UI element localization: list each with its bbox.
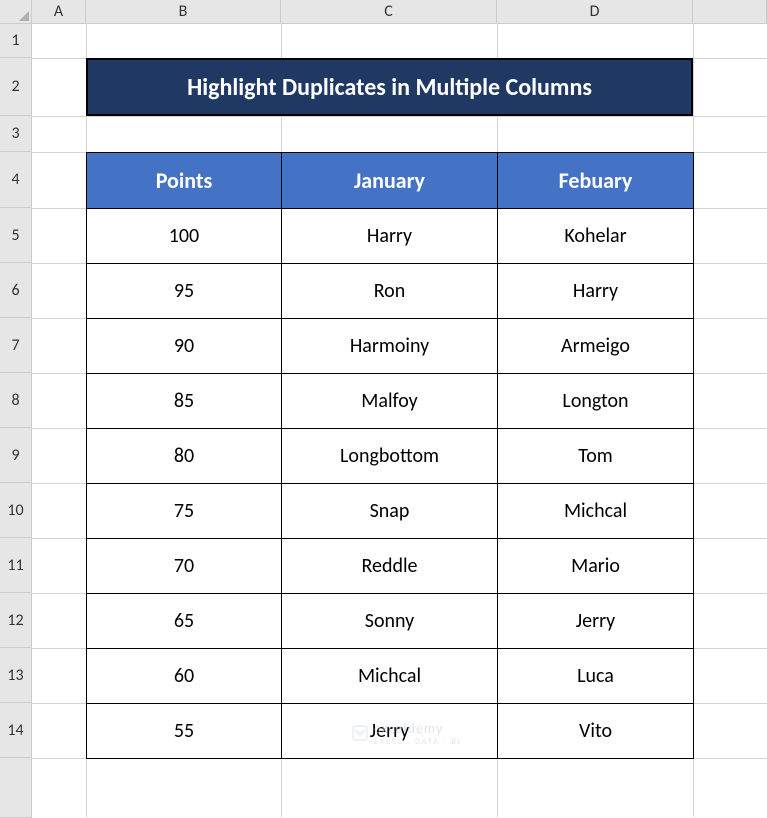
table-header-january[interactable]: January <box>282 153 498 209</box>
table-cell[interactable]: Ron <box>282 264 498 319</box>
table-header-points[interactable]: Points <box>87 153 282 209</box>
row-header-6[interactable]: 6 <box>0 263 32 318</box>
column-headers: ABCD <box>0 0 767 24</box>
table-cell[interactable]: Malfoy <box>282 374 498 429</box>
table-header-febuary[interactable]: Febuary <box>498 153 694 209</box>
table-cell[interactable]: Jerry <box>282 704 498 759</box>
table-cell[interactable]: Armeigo <box>498 319 694 374</box>
data-table: PointsJanuaryFebuary 100HarryKohelar95Ro… <box>86 152 694 759</box>
table-cell[interactable]: 70 <box>87 539 282 594</box>
table-cell[interactable]: Snap <box>282 484 498 539</box>
row-header-9[interactable]: 9 <box>0 428 32 483</box>
table-cell[interactable]: 75 <box>87 484 282 539</box>
table-cell[interactable]: 90 <box>87 319 282 374</box>
table-cell[interactable]: Michcal <box>498 484 694 539</box>
table-row: 70ReddleMario <box>87 539 694 594</box>
select-all-corner[interactable] <box>0 0 32 24</box>
column-header-B[interactable]: B <box>86 0 281 24</box>
table-row: 60MichcalLuca <box>87 649 694 704</box>
table-cell[interactable]: Kohelar <box>498 209 694 264</box>
table-row: 95RonHarry <box>87 264 694 319</box>
table-cell[interactable]: Luca <box>498 649 694 704</box>
row-header-11[interactable]: 11 <box>0 538 32 593</box>
row-header-10[interactable]: 10 <box>0 483 32 538</box>
table-row: 55JerryVito <box>87 704 694 759</box>
table-row: 100HarryKohelar <box>87 209 694 264</box>
spreadsheet: ABCD 1234567891011121314 Highlight Dupli… <box>0 0 767 817</box>
row-header-3[interactable]: 3 <box>0 116 32 152</box>
row-header-13[interactable]: 13 <box>0 648 32 703</box>
table-cell[interactable]: Harry <box>498 264 694 319</box>
table-cell[interactable]: 100 <box>87 209 282 264</box>
table-cell[interactable]: Longbottom <box>282 429 498 484</box>
table-row: 65SonnyJerry <box>87 594 694 649</box>
row-header-12[interactable]: 12 <box>0 593 32 648</box>
row-header-5[interactable]: 5 <box>0 208 32 263</box>
row-header-14[interactable]: 14 <box>0 703 32 758</box>
column-header-D[interactable]: D <box>497 0 693 24</box>
table-cell[interactable]: Tom <box>498 429 694 484</box>
table-cell[interactable]: Longton <box>498 374 694 429</box>
table-cell[interactable]: Mario <box>498 539 694 594</box>
table-cell[interactable]: 85 <box>87 374 282 429</box>
title-banner: Highlight Duplicates in Multiple Columns <box>86 58 693 116</box>
table-cell[interactable]: Reddle <box>282 539 498 594</box>
table-row: 75SnapMichcal <box>87 484 694 539</box>
table-header-row: PointsJanuaryFebuary <box>87 153 694 209</box>
row-header-7[interactable]: 7 <box>0 318 32 373</box>
table-row: 90HarmoinyArmeigo <box>87 319 694 374</box>
row-header-8[interactable]: 8 <box>0 373 32 428</box>
table-row: 85MalfoyLongton <box>87 374 694 429</box>
table-cell[interactable]: Harry <box>282 209 498 264</box>
row-headers: 1234567891011121314 <box>0 24 32 818</box>
row-header-1[interactable]: 1 <box>0 24 32 58</box>
title-text: Highlight Duplicates in Multiple Columns <box>187 73 592 102</box>
table-cell[interactable]: 65 <box>87 594 282 649</box>
grid-area[interactable]: Highlight Duplicates in Multiple Columns… <box>32 24 767 817</box>
column-header-C[interactable]: C <box>281 0 497 24</box>
table-cell[interactable]: Michcal <box>282 649 498 704</box>
table-cell[interactable]: Harmoiny <box>282 319 498 374</box>
table-cell[interactable]: 60 <box>87 649 282 704</box>
gridline-horizontal <box>32 116 767 117</box>
table-cell[interactable]: 55 <box>87 704 282 759</box>
column-header-A[interactable]: A <box>32 0 86 24</box>
row-header-spacer <box>0 758 32 818</box>
table-cell[interactable]: Sonny <box>282 594 498 649</box>
table-cell[interactable]: 95 <box>87 264 282 319</box>
table-cell[interactable]: Vito <box>498 704 694 759</box>
column-header-spacer <box>693 0 767 24</box>
table-cell[interactable]: Jerry <box>498 594 694 649</box>
table-body: 100HarryKohelar95RonHarry90HarmoinyArmei… <box>87 209 694 759</box>
table-cell[interactable]: 80 <box>87 429 282 484</box>
row-header-2[interactable]: 2 <box>0 58 32 116</box>
table-row: 80LongbottomTom <box>87 429 694 484</box>
row-header-4[interactable]: 4 <box>0 152 32 208</box>
